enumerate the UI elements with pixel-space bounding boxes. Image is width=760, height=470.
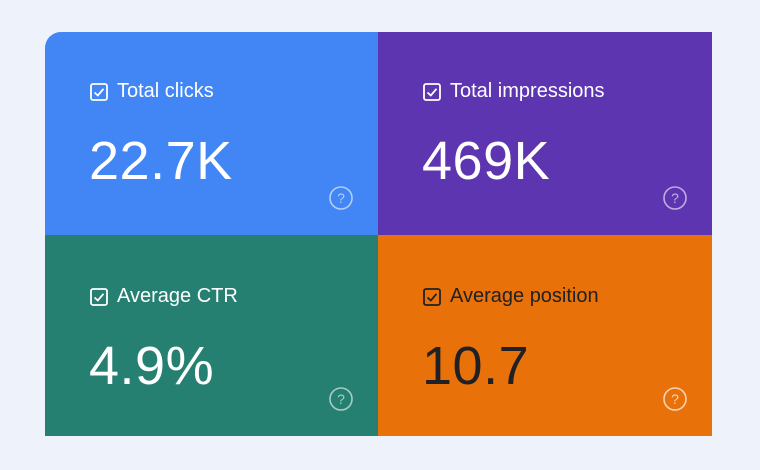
metric-card[interactable]: Average position 10.7 ?	[378, 235, 712, 436]
metric-card[interactable]: Average CTR 4.9% ?	[45, 235, 378, 436]
card-header: Average position	[423, 285, 599, 308]
card-header: Total clicks	[90, 80, 214, 103]
metric-card[interactable]: Total impressions 469K ?	[378, 32, 712, 235]
help-icon[interactable]: ?	[662, 386, 688, 412]
help-icon[interactable]: ?	[328, 386, 354, 412]
svg-text:?: ?	[671, 190, 679, 206]
checkbox[interactable]	[423, 82, 441, 101]
checkbox[interactable]	[90, 287, 108, 306]
card-header: Average CTR	[90, 285, 238, 308]
help-icon[interactable]: ?	[662, 185, 688, 211]
metric-cards: Total clicks 22.7K ? Total impressions 4…	[45, 32, 712, 436]
card-label: Average position	[450, 285, 599, 307]
card-value: 469K	[422, 131, 551, 191]
help-icon[interactable]: ?	[328, 185, 354, 211]
card-label: Total clicks	[117, 80, 214, 102]
card-value: 22.7K	[89, 131, 233, 191]
card-value: 10.7	[422, 336, 530, 396]
card-header: Total impressions	[423, 80, 605, 103]
metric-card[interactable]: Total clicks 22.7K ?	[45, 32, 378, 235]
card-value: 4.9%	[89, 336, 215, 396]
card-label: Total impressions	[450, 80, 605, 102]
checkbox[interactable]	[423, 287, 441, 306]
svg-text:?: ?	[337, 190, 345, 206]
checkbox[interactable]	[90, 82, 108, 101]
svg-text:?: ?	[671, 391, 679, 407]
card-label: Average CTR	[117, 285, 238, 307]
svg-text:?: ?	[337, 391, 345, 407]
